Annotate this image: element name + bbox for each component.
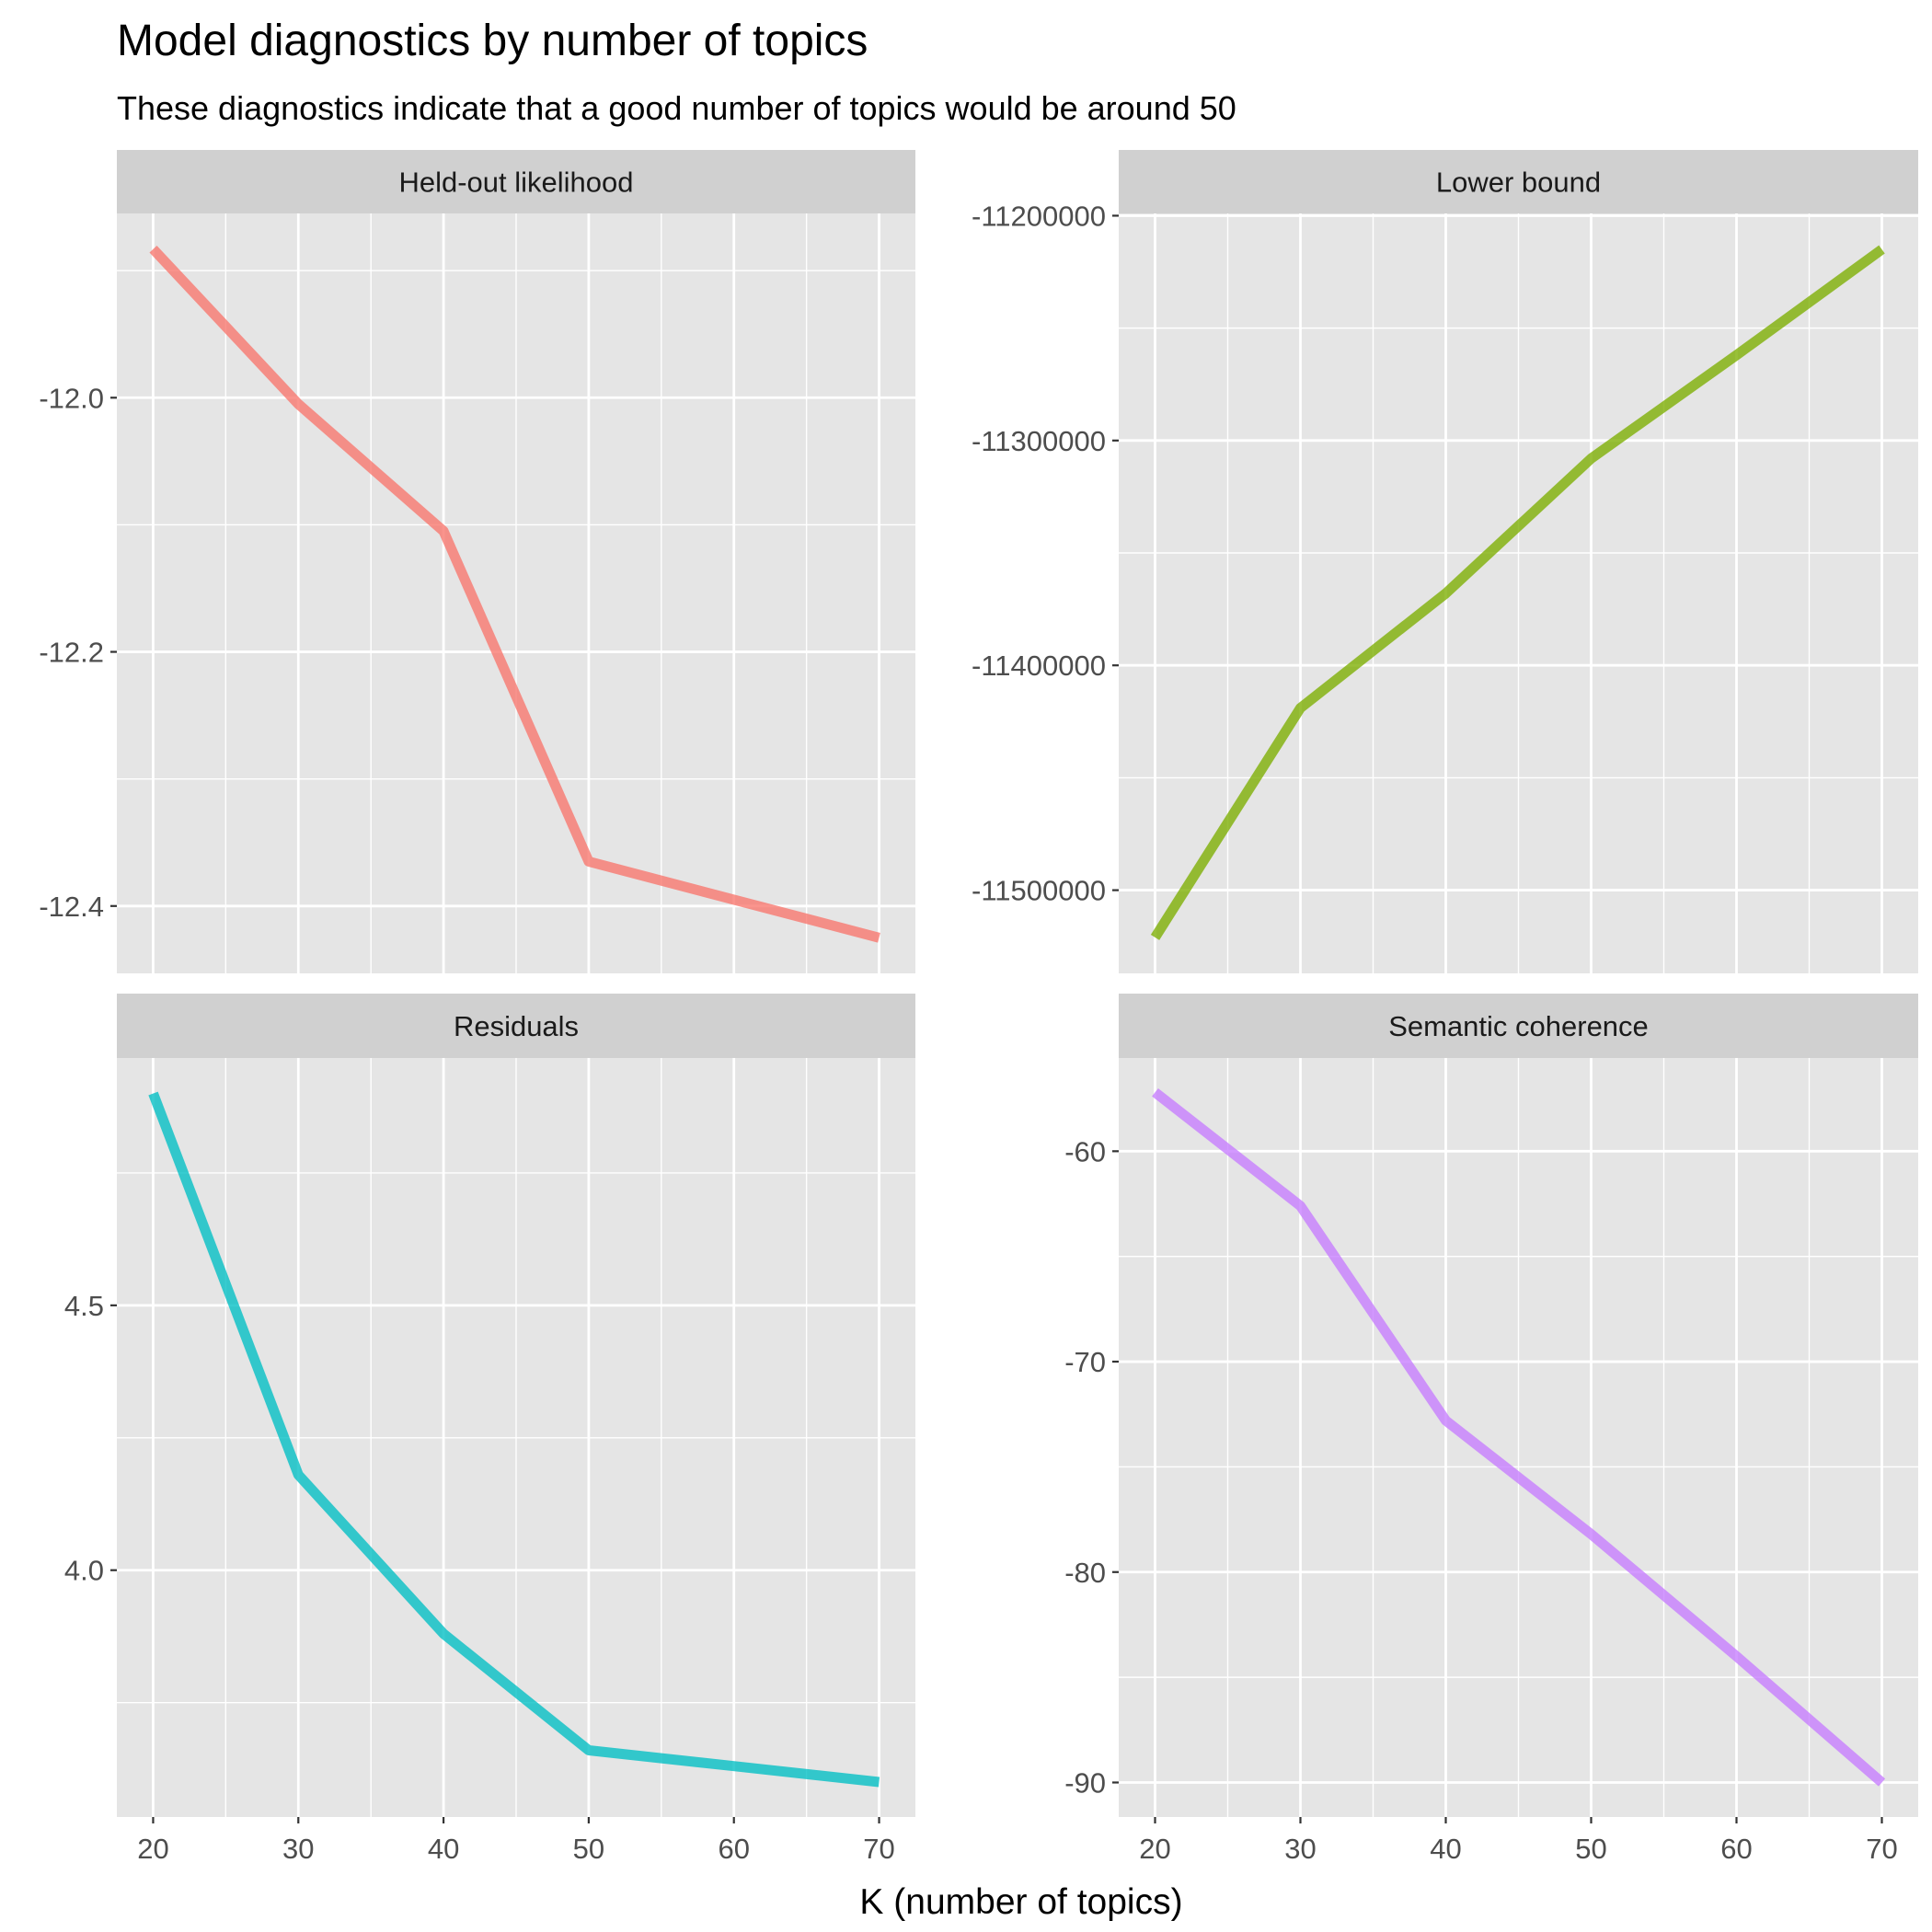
x-tick-label: 60 <box>718 1833 749 1865</box>
y-tick-label: -80 <box>1064 1557 1106 1589</box>
x-tick-label: 30 <box>1284 1833 1316 1865</box>
y-tick-label: 4.0 <box>64 1555 104 1587</box>
y-tick-label: 4.5 <box>64 1290 104 1322</box>
x-axis-title: K (number of topics) <box>859 1882 1182 1922</box>
y-tick-label: -12.2 <box>39 637 104 669</box>
x-tick-label: 70 <box>1866 1833 1897 1865</box>
facet-strip-label: Residuals <box>454 1010 579 1042</box>
chart-title: Model diagnostics by number of topics <box>117 17 868 65</box>
x-tick-label: 70 <box>863 1833 894 1865</box>
series-line <box>1152 1087 1886 1787</box>
series-line <box>148 1091 880 1788</box>
facet-strip <box>117 994 915 1058</box>
x-tick-label: 40 <box>428 1833 459 1865</box>
facet-strip-label: Lower bound <box>1436 167 1601 199</box>
x-tick-label: 40 <box>1430 1833 1461 1865</box>
y-tick-label: -11500000 <box>972 875 1106 907</box>
facet-strip-label: Semantic coherence <box>1388 1010 1649 1042</box>
facet-3: Semantic coherence -90 -80 -70 -60 20 30 40 50 60… <box>1064 994 1918 1865</box>
facet-2: Residuals 4.0 4.5 20 30 40 50 60 70 <box>64 994 915 1865</box>
facet-strip <box>117 150 915 213</box>
y-tick-label: -90 <box>1064 1766 1106 1799</box>
chart-subtitle: These diagnostics indicate that a good n… <box>117 89 1236 127</box>
facet-strip-label: Held-out likelihood <box>398 167 633 199</box>
x-tick-label: 20 <box>137 1833 168 1865</box>
x-tick-label: 20 <box>1139 1833 1170 1865</box>
y-tick-label: -12.4 <box>39 891 104 923</box>
facet-1: Lower bound -11500000 -11400000 -11300000 -1… <box>972 150 1918 973</box>
x-tick-label: 50 <box>1575 1833 1606 1865</box>
y-tick-label: -11300000 <box>972 425 1106 457</box>
facet-strip <box>1119 150 1918 213</box>
x-tick-label: 60 <box>1720 1833 1752 1865</box>
y-tick-label: -11200000 <box>972 200 1106 232</box>
y-tick-label: -11400000 <box>972 650 1106 682</box>
facet-panels: Held-out likelihood -12.4 -12.2 -12.0 Lower … <box>39 150 1918 1865</box>
series-line <box>149 245 880 943</box>
y-tick-label: -60 <box>1064 1135 1106 1167</box>
x-tick-label: 30 <box>282 1833 314 1865</box>
facet-0: Held-out likelihood -12.4 -12.2 -12.0 <box>39 150 915 973</box>
x-tick-label: 50 <box>573 1833 604 1865</box>
facet-strip <box>1119 994 1918 1058</box>
y-tick-label: -12.0 <box>39 382 104 414</box>
y-tick-label: -70 <box>1064 1346 1106 1378</box>
series-line <box>1150 245 1885 940</box>
